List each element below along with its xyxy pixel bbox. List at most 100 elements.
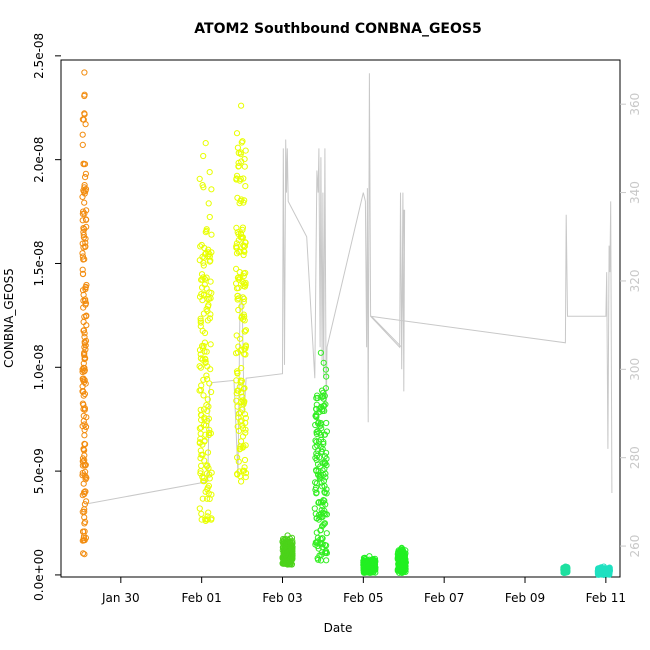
data-point: [234, 144, 241, 151]
data-point: [238, 139, 245, 146]
data-point: [82, 235, 89, 242]
data-point: [205, 200, 212, 207]
data-point: [238, 438, 245, 445]
data-point: [321, 465, 328, 472]
data-point: [320, 471, 327, 478]
data-point: [205, 465, 212, 472]
data-point: [82, 534, 90, 542]
data-point: [80, 231, 87, 239]
data-point: [318, 448, 325, 455]
data-point: [79, 141, 86, 148]
data-point: [323, 557, 330, 564]
data-point: [234, 403, 241, 410]
data-point: [208, 186, 215, 193]
data-point: [204, 363, 211, 370]
data-point: [233, 350, 240, 357]
data-point: [323, 530, 330, 537]
data-point: [366, 553, 373, 560]
data-point: [204, 396, 211, 403]
data-point: [197, 243, 204, 250]
data-point: [236, 200, 243, 207]
data-point: [241, 464, 248, 471]
data-point: [238, 365, 245, 372]
data-point: [204, 317, 211, 324]
data-point: [79, 240, 86, 247]
series-segment-7: [394, 544, 409, 576]
data-point: [233, 240, 240, 247]
data-point: [241, 411, 249, 418]
y2-tick-label: 280: [628, 446, 642, 469]
data-point: [80, 297, 87, 304]
data-point: [313, 405, 320, 412]
data-point: [81, 472, 88, 479]
data-point: [240, 273, 247, 280]
data-point: [207, 295, 214, 302]
y-tick-label: 1.0e-08: [32, 344, 46, 390]
data-point: [318, 535, 326, 542]
data-point: [81, 91, 88, 98]
data-point: [200, 184, 207, 191]
data-point: [81, 182, 88, 189]
data-point: [241, 456, 249, 464]
x-tick-label: Feb 03: [262, 591, 302, 605]
data-point: [207, 257, 214, 264]
data-point: [234, 194, 241, 201]
data-point: [238, 398, 245, 405]
data-point: [200, 392, 207, 399]
data-point: [206, 289, 213, 296]
data-point: [238, 196, 245, 203]
data-point: [81, 520, 88, 527]
data-point: [284, 532, 291, 539]
data-point: [200, 406, 208, 413]
secondary-line-layer: [85, 73, 613, 505]
data-point: [322, 385, 329, 392]
data-point: [398, 569, 405, 576]
data-point: [79, 266, 86, 273]
data-point: [198, 510, 205, 518]
data-point: [199, 276, 206, 283]
data-point: [206, 426, 213, 433]
data-point: [400, 554, 407, 561]
data-point: [242, 351, 249, 358]
data-point: [81, 405, 89, 412]
data-point: [208, 388, 215, 396]
data-point: [314, 428, 321, 435]
data-point: [313, 480, 320, 487]
data-point: [206, 213, 213, 221]
data-point: [200, 262, 207, 269]
data-point: [197, 470, 204, 477]
data-point: [197, 315, 204, 322]
data-point: [313, 489, 320, 496]
series-segment-1: [79, 69, 90, 558]
data-point: [206, 471, 213, 478]
series-segment-4: [279, 532, 296, 568]
data-point: [206, 495, 213, 502]
data-point: [239, 224, 246, 231]
data-point: [236, 446, 243, 453]
data-point: [206, 475, 213, 482]
y2-tick-label: 320: [628, 269, 642, 292]
data-point: [81, 551, 88, 558]
data-point: [242, 239, 249, 246]
data-point: [320, 402, 328, 409]
data-point: [80, 550, 87, 557]
data-point: [240, 443, 247, 450]
data-point: [240, 251, 247, 259]
x-tick-label: Feb 05: [343, 591, 383, 605]
data-point: [233, 265, 240, 272]
data-point: [80, 161, 87, 168]
data-point: [321, 520, 328, 528]
y-tick-label: 1.5e-08: [32, 240, 46, 286]
data-point: [82, 380, 89, 387]
data-point: [82, 239, 89, 246]
data-point: [241, 295, 248, 302]
data-point: [82, 283, 89, 290]
data-point: [236, 269, 243, 276]
data-point: [203, 372, 210, 379]
data-point: [79, 131, 86, 138]
data-point: [81, 69, 88, 76]
data-point: [200, 478, 207, 485]
data-point: [319, 483, 326, 490]
data-point: [321, 520, 328, 527]
